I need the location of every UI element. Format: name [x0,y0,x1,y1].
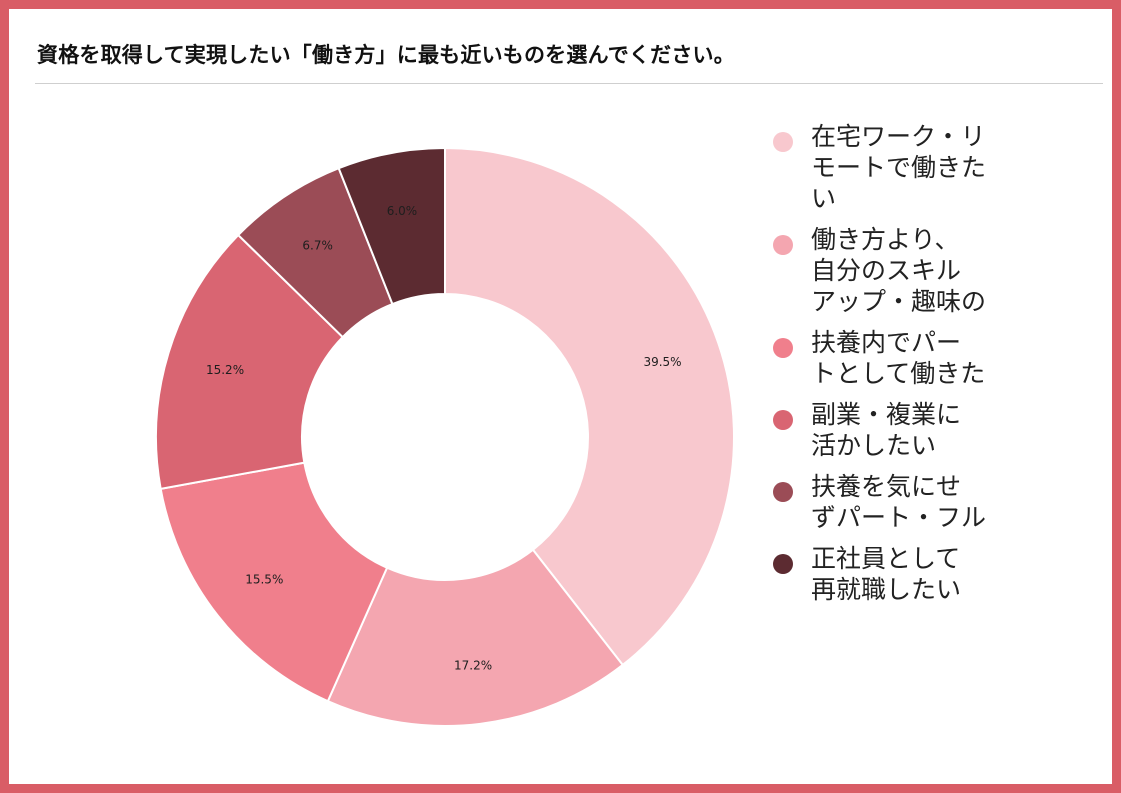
legend-marker [773,410,793,430]
legend-label: 正社員として 再就職したい [811,543,1099,605]
legend-label: 働き方より、 自分のスキル アップ・趣味の [811,224,1099,317]
slice-data-label: 17.2% [454,658,492,672]
legend-label-line: トとして働きた [811,359,986,388]
legend-label-line: い [811,184,837,213]
slice-data-label: 6.7% [302,238,333,252]
legend-marker [773,482,793,502]
donut-slice [326,548,625,727]
legend-label-line: モートで働きた [811,153,987,182]
legend-item: 働き方より、 自分のスキル アップ・趣味の [769,224,1099,317]
legend-label: 在宅ワーク・リ モートで働きた い [811,121,1099,214]
donut-slice [444,146,735,667]
legend-label: 扶養を気にせ ずパート・フル [811,471,1099,533]
legend-label-line: 扶養を気にせ [811,472,962,501]
title-divider [35,83,1103,84]
slice-data-label: 15.2% [206,363,244,377]
legend-marker [773,132,793,152]
legend-label-line: ずパート・フル [811,503,987,532]
legend: 在宅ワーク・リ モートで働きた い 働き方より、 自分のスキル アップ・趣味の … [769,121,1099,615]
legend-item: 扶養を気にせ ずパート・フル [769,471,1099,533]
legend-label-line: 副業・複業に [811,400,962,429]
legend-item: 在宅ワーク・リ モートで働きた い [769,121,1099,214]
legend-marker [773,554,793,574]
legend-label-line: 正社員として [811,544,961,573]
donut-slice [159,461,389,703]
slice-data-label: 6.0% [387,204,418,218]
legend-label-line: 自分のスキル [811,256,962,285]
legend-label: 副業・複業に 活かしたい [811,399,1099,461]
legend-marker [773,338,793,358]
legend-item: 扶養内でパー トとして働きた [769,327,1099,389]
page-title: 資格を取得して実現したい「働き方」に最も近いものを選んでください。 [37,43,735,67]
legend-item: 正社員として 再就職したい [769,543,1099,605]
legend-label-line: 活かしたい [811,431,937,460]
slice-data-label: 39.5% [643,355,681,369]
legend-label-line: 在宅ワーク・リ [811,122,986,151]
legend-label-line: 働き方より、 [811,225,960,254]
legend-marker [773,235,793,255]
donut-slice [155,233,345,491]
legend-label-line: 扶養内でパー [811,328,962,357]
legend-item: 副業・複業に 活かしたい [769,399,1099,461]
slice-data-label: 15.5% [245,572,283,586]
donut-chart: 39.5% 17.2% 15.5% 15.2% 6.7% 6.0% [155,146,735,727]
legend-label: 扶養内でパー トとして働きた [811,327,1099,389]
donut-slice [337,146,446,306]
legend-label-line: アップ・趣味の [811,287,987,316]
legend-label-line: 再就職したい [811,575,962,604]
